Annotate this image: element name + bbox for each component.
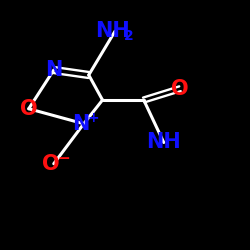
Text: +: +	[88, 110, 99, 124]
Text: NH: NH	[146, 132, 181, 152]
Text: NH: NH	[95, 21, 130, 41]
Text: −: −	[58, 151, 70, 166]
Text: 2: 2	[124, 29, 134, 43]
Text: N: N	[72, 114, 90, 134]
Text: O: O	[20, 99, 38, 119]
Text: O: O	[171, 79, 189, 99]
Text: N: N	[45, 60, 62, 80]
Text: O: O	[42, 154, 60, 174]
